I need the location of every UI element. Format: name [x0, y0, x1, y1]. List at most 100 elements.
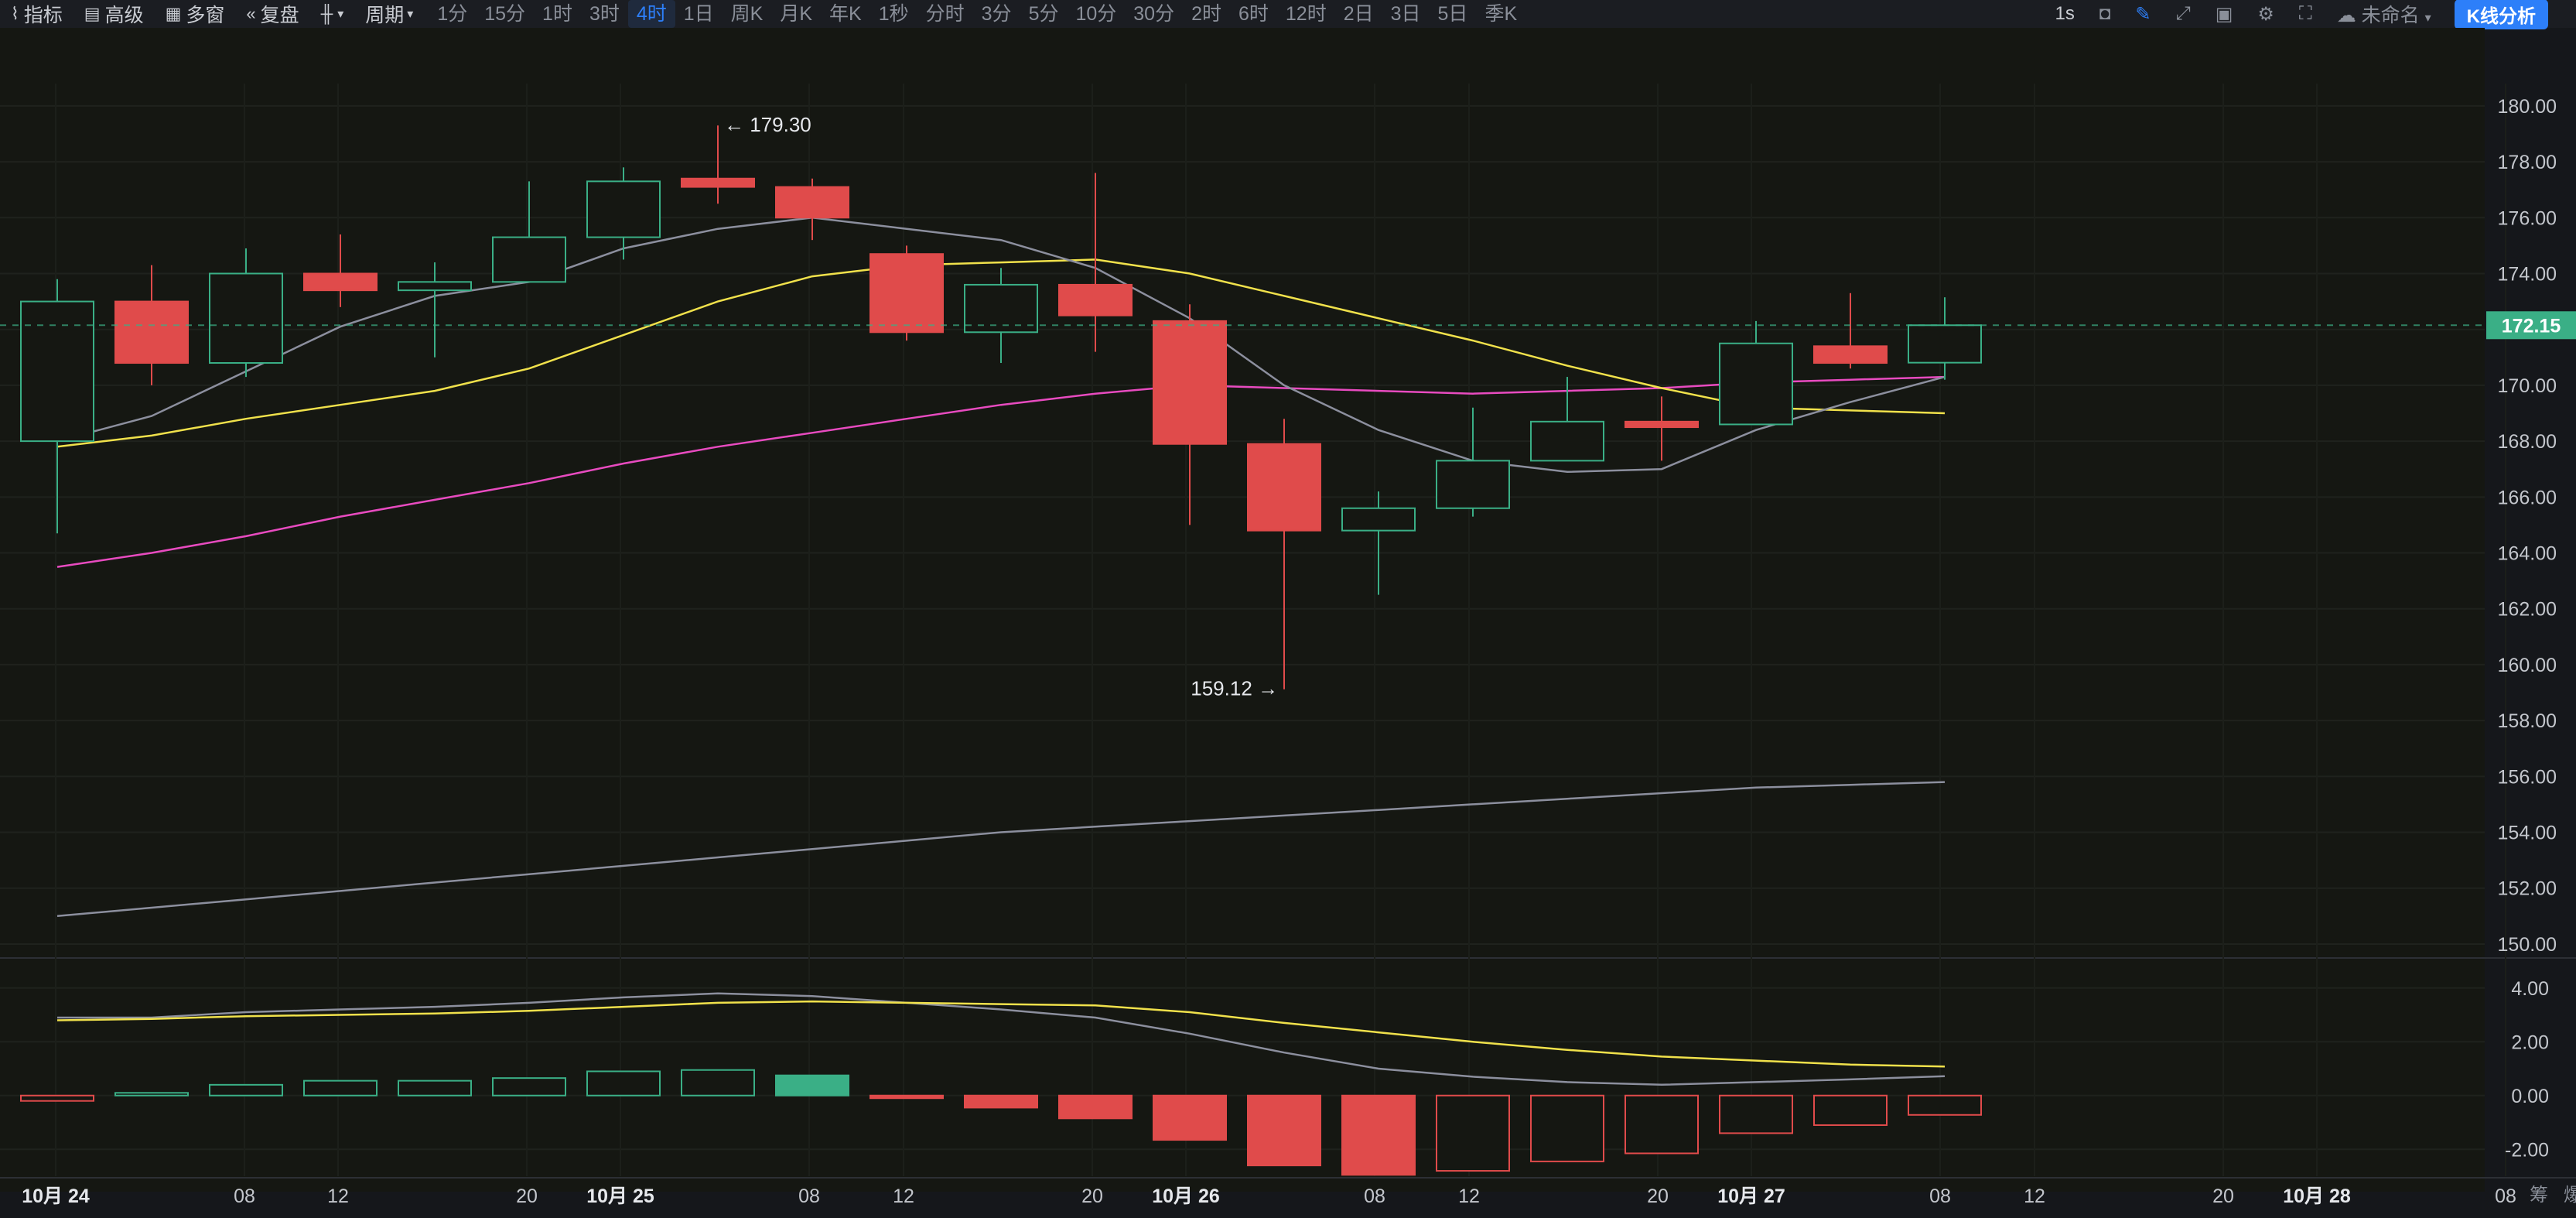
period-tab[interactable]: 2时: [1191, 3, 1221, 25]
horizontal-lines-icon[interactable]: ☰: [114, 43, 135, 70]
annotations: 172.15 ← 179.30 159.12 →: [0, 113, 2576, 700]
main-tool[interactable]: 主: [324, 45, 349, 73]
pen-icon[interactable]: ✎: [670, 37, 715, 76]
high-marker: ← 179.30: [724, 113, 811, 136]
macd-tick-label: 0.00: [2511, 1086, 2549, 1107]
dea-value: DEA:1.08: [284, 961, 360, 981]
collapse-icon[interactable]: ⌄: [14, 142, 34, 163]
period-tab[interactable]: 年K: [829, 3, 862, 25]
macd-histogram-bar: [1058, 1094, 1133, 1120]
period-tab[interactable]: 3时: [589, 3, 620, 25]
chevron-down-icon: ▾: [407, 8, 414, 21]
chip-tool[interactable]: 筹: [420, 45, 445, 73]
high-label: 高: [283, 91, 302, 111]
period-tab[interactable]: 月K: [780, 3, 813, 25]
price-tick-label: 170.00: [2498, 375, 2557, 397]
filter-icon[interactable]: ⏷: [923, 43, 941, 69]
period-tab[interactable]: 30分: [1133, 3, 1175, 25]
period-tab[interactable]: 3日: [1390, 3, 1421, 25]
period-tab[interactable]: 5日: [1437, 3, 1468, 25]
pencil-icon[interactable]: ✎: [2135, 3, 2151, 25]
gear-icon[interactable]: ⚙: [2257, 3, 2274, 25]
layout-name: 未命名: [2361, 5, 2420, 26]
macd-value: MACD:-0.72: [372, 961, 471, 981]
collapse-icon[interactable]: ⌄: [14, 90, 34, 110]
period-tab[interactable]: 2日: [1343, 3, 1374, 25]
chevron-down-icon: ▾: [337, 8, 344, 21]
corner-tag: 筹: [2530, 1185, 2548, 1206]
bell-icon[interactable]: 🔔︎: [42, 142, 65, 162]
time-tick-label: 12: [327, 1185, 349, 1207]
price-tick-label: 160.00: [2498, 655, 2557, 676]
ruler-icon[interactable]: ⌁: [637, 43, 652, 70]
current-price-tag: 172.15: [2502, 315, 2561, 337]
period-tab[interactable]: 分时: [925, 3, 965, 25]
advanced-button[interactable]: ▤ 高级: [73, 0, 155, 28]
collapse-icon[interactable]: ⌄: [14, 961, 34, 982]
parallel-channel-icon[interactable]: ⋕: [67, 43, 87, 70]
period-tab[interactable]: 12时: [1285, 3, 1327, 25]
period-label: 周期: [365, 5, 405, 26]
candle-body: [586, 180, 661, 238]
candle-body: [681, 177, 755, 188]
trash-icon[interactable]: 🗑: [965, 43, 996, 70]
template-icon[interactable]: ▣: [2215, 3, 2233, 25]
period-tab[interactable]: 周K: [730, 3, 764, 25]
low-label: 低: [373, 91, 391, 111]
period-tab[interactable]: 1日: [683, 3, 714, 25]
candle-body: [20, 300, 94, 443]
advanced-label: 高级: [104, 5, 144, 26]
macd-tick-label: 4.00: [2511, 978, 2549, 1000]
big-tool[interactable]: 大: [372, 45, 397, 73]
replay-button[interactable]: « 复盘: [235, 0, 309, 28]
multi-window-button[interactable]: ▦ 多窗: [155, 0, 236, 28]
collapse-icon[interactable]: ⌄: [14, 117, 34, 137]
macd-histogram-bar: [398, 1079, 472, 1097]
indicators-button[interactable]: ⌇ 指标: [0, 0, 73, 28]
expand-arrow-icon[interactable]: ⤢: [2175, 3, 2191, 24]
bell-icon[interactable]: 🔔︎: [42, 961, 65, 981]
chart-type-button[interactable]: ╫ ▾: [310, 0, 355, 28]
magic-line-icon[interactable]: ⫽: [523, 43, 534, 69]
period-tab[interactable]: 10分: [1075, 3, 1117, 25]
period-tab[interactable]: 1分: [437, 3, 468, 25]
note-icon[interactable]: ✍: [826, 43, 846, 70]
period-tab[interactable]: 1时: [542, 3, 572, 25]
period-tab[interactable]: 5分: [1028, 3, 1059, 25]
macd-histogram-bar: [1813, 1094, 1888, 1126]
period-dropdown[interactable]: 周期 ▾: [354, 0, 424, 28]
side-badge[interactable]: 助: [0, 271, 17, 297]
camera-icon[interactable]: ◘: [2099, 3, 2111, 24]
indicators-icon: ⌇: [11, 4, 19, 23]
strategy-name: MA多头策略: [42, 118, 140, 139]
period-tab[interactable]: 季K: [1484, 3, 1518, 25]
rectangle-icon[interactable]: ▭: [209, 43, 232, 70]
copy-icon[interactable]: ⧉: [588, 43, 605, 69]
trend-line-icon[interactable]: ⟋: [20, 43, 37, 69]
interval-label[interactable]: 1s: [2055, 3, 2075, 24]
magnet-icon[interactable]: ↻: [874, 43, 894, 70]
period-tab[interactable]: 3分: [981, 3, 1012, 25]
horizontal-ray-icon[interactable]: ⊸: [162, 43, 183, 70]
candlestick-icon: ╫: [320, 4, 333, 23]
candle-body: [1813, 345, 1888, 364]
period-tab[interactable]: 6时: [1238, 3, 1269, 25]
period-tab[interactable]: 15分: [484, 3, 526, 25]
kline-analysis-button[interactable]: K线分析: [2454, 0, 2548, 29]
compare-icon[interactable]: ⧮: [733, 43, 748, 69]
cycle-icon[interactable]: ⟳: [470, 43, 490, 70]
period-tab[interactable]: 1秒: [878, 3, 909, 25]
fullscreen-icon[interactable]: ⛶: [2298, 3, 2312, 24]
time-tick-label: 10月 24: [22, 1185, 90, 1207]
candle-body: [1058, 283, 1133, 316]
period-tab[interactable]: 4时: [627, 0, 675, 28]
macd-histogram-bar: [114, 1092, 189, 1097]
layout-dropdown[interactable]: ☁ 未命名 ▾: [2325, 0, 2444, 28]
lock-icon[interactable]: ⊓: [779, 43, 798, 70]
chevron-down-icon: ▾: [2424, 12, 2431, 25]
macd-histogram-bar: [1719, 1094, 1793, 1134]
more-icon[interactable]: ⋯: [257, 43, 280, 70]
plot-background: [0, 28, 2485, 1192]
dif-line: [57, 992, 1946, 1086]
